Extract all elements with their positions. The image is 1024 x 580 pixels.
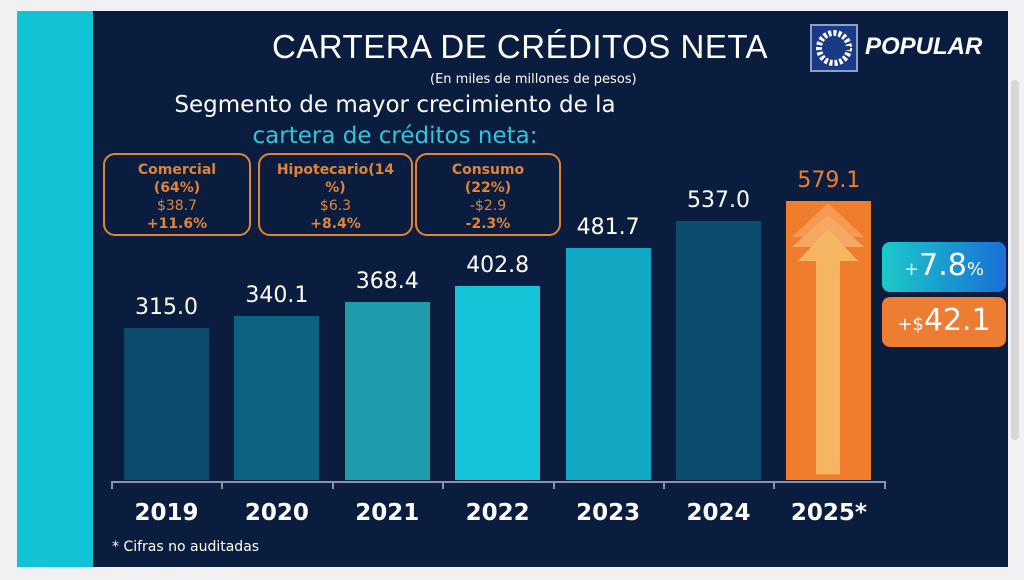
year-label: 2024 (686, 500, 751, 526)
axis-tick (773, 481, 776, 489)
scrollbar[interactable] (1011, 80, 1019, 440)
segment-name: Consumo (451, 162, 525, 178)
chart-title: CARTERA DE CRÉDITOS NETA (271, 28, 769, 65)
subtitle-line2: cartera de créditos neta: (252, 123, 538, 149)
badge-value: 42.1 (923, 303, 991, 338)
growth-amount-badge: +$42.1 (882, 297, 1006, 347)
bar-2023 (565, 247, 651, 480)
segment-growth: -2.3% (465, 216, 511, 232)
year-label: 2025* (790, 500, 867, 526)
axis-tick (442, 481, 445, 489)
segment-growth: +11.6% (146, 216, 208, 232)
brand-name: POPULAR (865, 33, 983, 60)
popular-logo-icon (810, 24, 858, 72)
value-label: 537.0 (687, 187, 750, 213)
x-axis (111, 481, 884, 483)
bar-2022 (455, 285, 541, 480)
value-label: 481.7 (576, 214, 640, 240)
year-label: 2022 (465, 500, 530, 526)
value-label: 368.4 (355, 269, 419, 295)
value-label: 402.8 (466, 252, 530, 278)
units-note: (En miles de millones de pesos) (430, 72, 637, 87)
year-label: 2023 (576, 500, 641, 526)
footnote: * Cifras no auditadas (112, 539, 260, 555)
value-label: 340.1 (245, 282, 309, 308)
year-label: 2020 (244, 500, 309, 526)
segment-share: (64%) (153, 180, 201, 196)
segment-box-comercial: Comercial (64%) $38.7 +11.6% (103, 153, 251, 236)
axis-tick (111, 481, 113, 489)
up-arrow-icon (792, 202, 865, 474)
segment-share: (22%) (464, 180, 512, 196)
segment-growth: +8.4% (310, 216, 361, 232)
subtitle-line1: Segmento de mayor crecimiento de la (174, 92, 616, 118)
bar-2024 (676, 220, 761, 480)
bar-2020 (234, 315, 320, 480)
badge-value: 7.8 (919, 248, 967, 283)
axis-tick (221, 481, 224, 489)
segment-share: %) (325, 180, 346, 196)
bar-2019 (124, 328, 209, 480)
segment-box-hipotecario: Hipotecario(14 %) $6.3 +8.4% (258, 153, 413, 236)
segment-name: Comercial (137, 162, 217, 178)
year-label: 2021 (355, 500, 420, 526)
accent-strip (17, 11, 93, 567)
value-label: 315.0 (135, 295, 198, 320)
segment-amount: -$2.9 (469, 198, 507, 214)
axis-tick (663, 481, 665, 489)
badge-suffix: % (966, 259, 984, 280)
segment-amount: $38.7 (156, 198, 198, 214)
year-label: 2019 (134, 500, 199, 526)
axis-tick (331, 481, 334, 489)
bar-2025 (786, 200, 872, 480)
badge-prefix: +$ (897, 314, 924, 335)
growth-percent-badge: +7.8% (882, 242, 1006, 292)
segment-name: Hipotecario(14 (276, 162, 395, 178)
value-label: 579.1 (797, 167, 861, 193)
badge-prefix: + (904, 259, 920, 280)
segment-box-consumo: Consumo (22%) -$2.9 -2.3% (415, 153, 561, 236)
segment-amount: $6.3 (319, 198, 352, 214)
axis-tick (552, 481, 555, 489)
axis-tick (883, 481, 886, 489)
bar-2021 (344, 302, 430, 480)
